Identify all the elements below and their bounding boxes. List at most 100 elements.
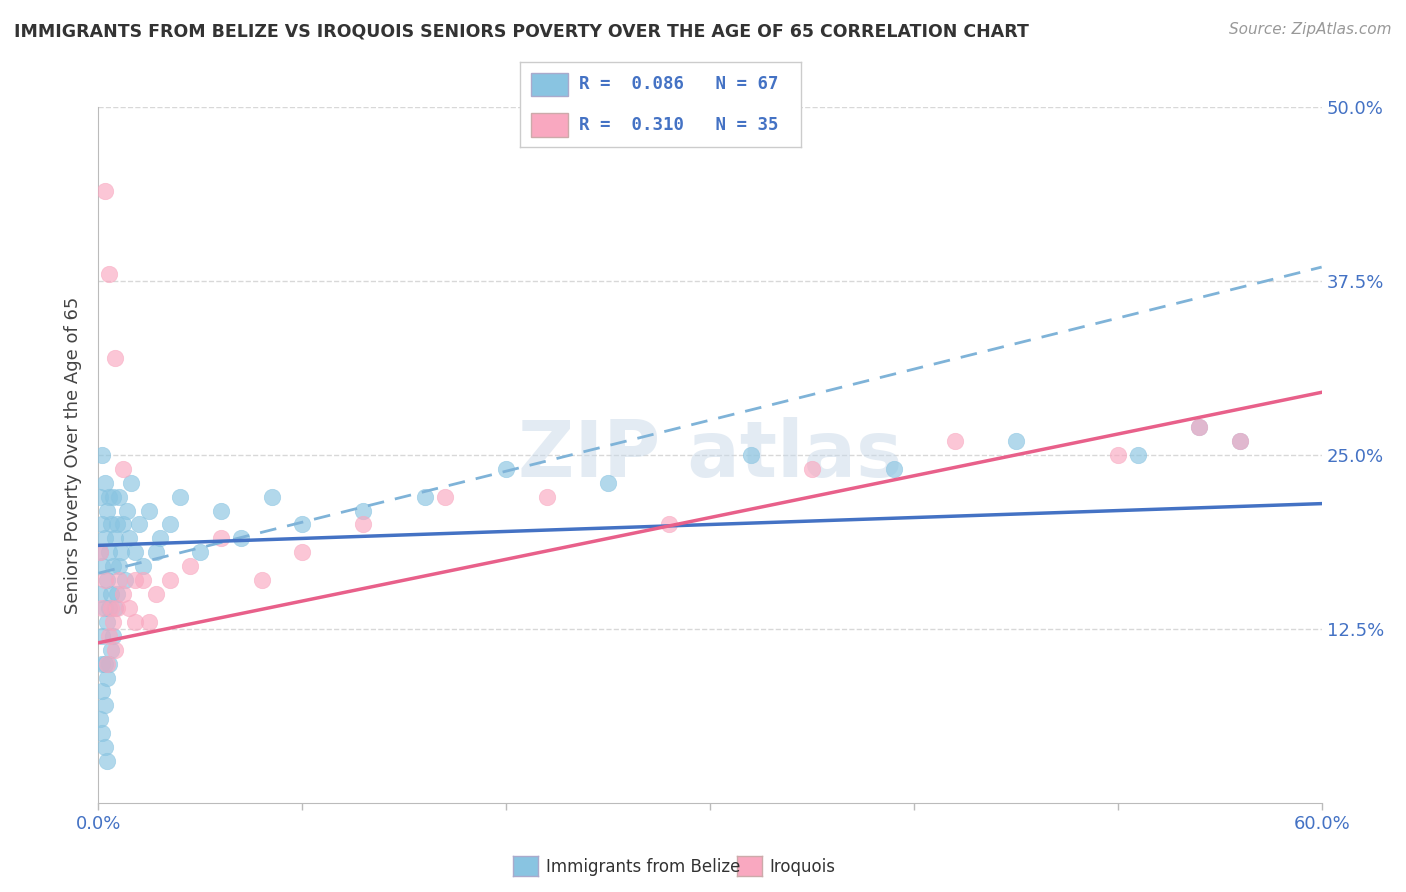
Point: [413, 490, 436, 504]
Point: [89, 490, 111, 504]
Point: [97, 267, 120, 281]
Point: [128, 517, 150, 532]
Point: [801, 462, 824, 476]
Point: [93, 601, 115, 615]
Point: [118, 601, 141, 615]
Point: [115, 503, 138, 517]
Point: [138, 503, 160, 517]
Point: [101, 490, 124, 504]
FancyBboxPatch shape: [531, 72, 568, 96]
Point: [97, 490, 120, 504]
Point: [93, 573, 115, 587]
Point: [1188, 420, 1211, 434]
Point: [434, 490, 457, 504]
Text: Source: ZipAtlas.com: Source: ZipAtlas.com: [1229, 22, 1392, 37]
Point: [291, 517, 314, 532]
Point: [209, 532, 232, 546]
Point: [179, 559, 201, 574]
Point: [100, 642, 122, 657]
Point: [96, 615, 118, 629]
Point: [91, 629, 114, 643]
Point: [495, 462, 517, 476]
Point: [97, 601, 120, 615]
Point: [93, 740, 115, 755]
Point: [91, 684, 114, 698]
Point: [740, 448, 762, 462]
Point: [124, 615, 146, 629]
Point: [93, 532, 115, 546]
Point: [138, 615, 160, 629]
Point: [209, 503, 232, 517]
Point: [105, 517, 128, 532]
Point: [100, 517, 122, 532]
Point: [352, 503, 374, 517]
Point: [105, 587, 128, 601]
Point: [108, 573, 131, 587]
Point: [1128, 448, 1150, 462]
Point: [124, 545, 146, 559]
Point: [89, 712, 111, 726]
Text: Iroquois: Iroquois: [769, 858, 835, 876]
Point: [132, 559, 155, 574]
Point: [96, 754, 118, 768]
Point: [93, 657, 115, 671]
Point: [97, 657, 120, 671]
Point: [91, 559, 114, 574]
Point: [658, 517, 681, 532]
Point: [159, 573, 181, 587]
Point: [110, 545, 132, 559]
Point: [883, 462, 905, 476]
Point: [93, 184, 115, 198]
Point: [1188, 420, 1211, 434]
Y-axis label: Seniors Poverty Over the Age of 65: Seniors Poverty Over the Age of 65: [65, 296, 83, 614]
Point: [100, 601, 122, 615]
Point: [149, 532, 172, 546]
Point: [101, 629, 124, 643]
Point: [100, 587, 122, 601]
Point: [89, 587, 111, 601]
Point: [104, 601, 127, 615]
Point: [91, 601, 114, 615]
Point: [91, 726, 114, 740]
Point: [1004, 434, 1026, 448]
Point: [104, 532, 127, 546]
Point: [101, 559, 124, 574]
Point: [91, 448, 114, 462]
Point: [96, 573, 118, 587]
Point: [97, 629, 120, 643]
Point: [96, 657, 118, 671]
Point: [943, 434, 966, 448]
Point: [89, 545, 111, 559]
Text: Immigrants from Belize: Immigrants from Belize: [546, 858, 740, 876]
Point: [91, 517, 114, 532]
Point: [536, 490, 558, 504]
Text: ZIP atlas: ZIP atlas: [517, 417, 903, 493]
Point: [231, 532, 253, 546]
Point: [104, 351, 127, 365]
Point: [132, 573, 155, 587]
Point: [124, 573, 146, 587]
Point: [93, 475, 115, 490]
Point: [108, 559, 131, 574]
Point: [1107, 448, 1129, 462]
Text: IMMIGRANTS FROM BELIZE VS IROQUOIS SENIORS POVERTY OVER THE AGE OF 65 CORRELATIO: IMMIGRANTS FROM BELIZE VS IROQUOIS SENIO…: [14, 22, 1029, 40]
FancyBboxPatch shape: [531, 113, 568, 137]
Text: R =  0.310   N = 35: R = 0.310 N = 35: [579, 116, 779, 134]
Point: [89, 545, 111, 559]
Point: [169, 490, 191, 504]
Point: [260, 490, 283, 504]
Point: [1229, 434, 1251, 448]
Point: [1229, 434, 1251, 448]
Point: [145, 587, 167, 601]
Point: [352, 517, 374, 532]
Point: [96, 503, 118, 517]
Point: [96, 671, 118, 685]
Point: [93, 698, 115, 713]
Point: [598, 475, 620, 490]
Point: [145, 545, 167, 559]
Point: [111, 517, 134, 532]
Point: [111, 587, 134, 601]
Point: [104, 642, 127, 657]
Point: [188, 545, 212, 559]
Point: [120, 475, 142, 490]
